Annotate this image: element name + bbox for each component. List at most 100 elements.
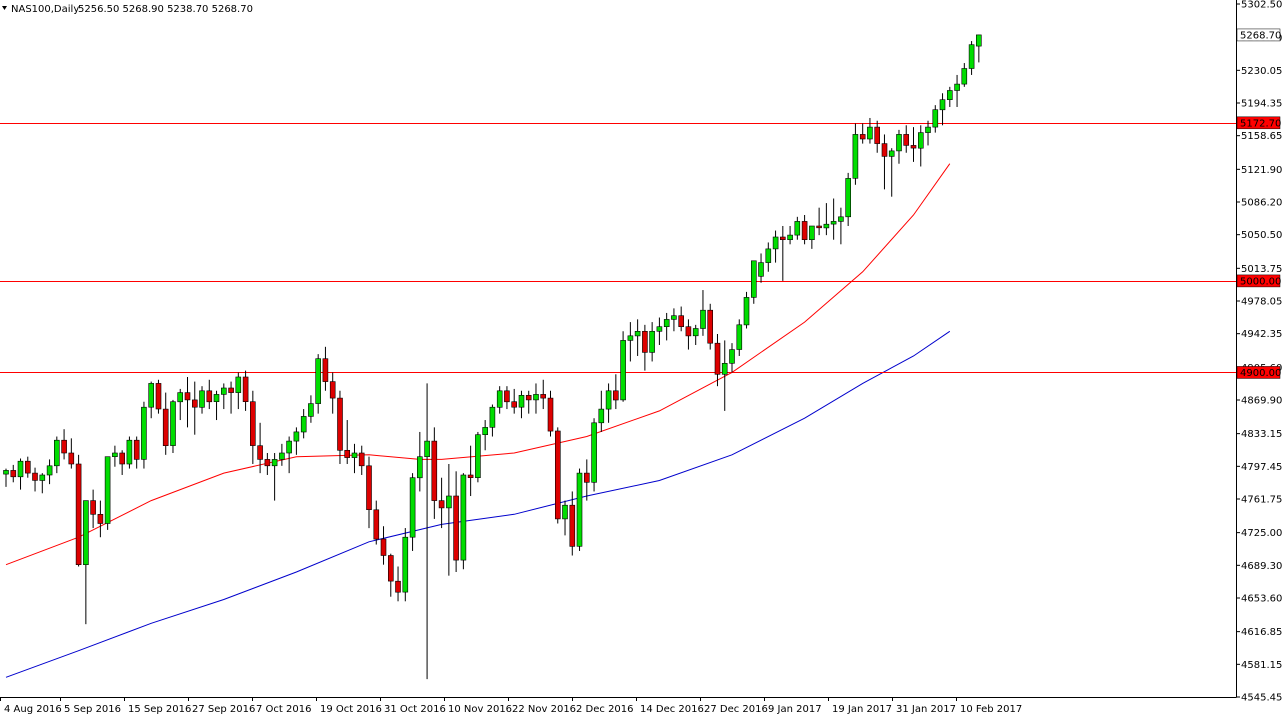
candle[interactable] — [525, 390, 532, 414]
candle[interactable] — [867, 117, 873, 144]
candle[interactable] — [90, 489, 96, 529]
candle[interactable] — [714, 334, 721, 387]
candle[interactable] — [32, 467, 38, 492]
candle[interactable] — [329, 372, 336, 414]
candle[interactable] — [3, 468, 9, 487]
candle[interactable] — [177, 388, 183, 421]
candle[interactable] — [765, 242, 772, 272]
candle[interactable] — [932, 105, 939, 133]
candle[interactable] — [794, 216, 801, 240]
candle[interactable] — [271, 453, 278, 501]
candle[interactable] — [453, 471, 459, 573]
candle[interactable] — [779, 225, 786, 281]
candle[interactable] — [576, 468, 583, 551]
candle[interactable] — [809, 225, 815, 249]
candle[interactable] — [627, 322, 634, 362]
candle[interactable] — [366, 456, 372, 529]
candle[interactable] — [242, 370, 249, 411]
candle[interactable] — [402, 528, 409, 602]
candle[interactable] — [300, 409, 307, 439]
candle[interactable] — [344, 420, 351, 464]
candle[interactable] — [707, 303, 714, 350]
candle[interactable] — [511, 388, 518, 414]
candle[interactable] — [104, 456, 111, 530]
candle[interactable] — [685, 319, 692, 350]
candle[interactable] — [337, 390, 343, 464]
candle[interactable] — [721, 340, 728, 411]
candle[interactable] — [939, 93, 946, 126]
candle[interactable] — [380, 526, 387, 565]
candle[interactable] — [308, 395, 314, 423]
candle[interactable] — [264, 453, 271, 475]
candle[interactable] — [823, 203, 830, 236]
candle[interactable] — [141, 401, 147, 469]
candle[interactable] — [547, 390, 554, 437]
candle[interactable] — [293, 427, 300, 455]
candle[interactable] — [736, 319, 743, 356]
candle[interactable] — [750, 260, 757, 304]
candle[interactable] — [53, 436, 60, 474]
candle[interactable] — [83, 500, 89, 625]
candle[interactable] — [888, 148, 895, 197]
candle[interactable] — [663, 312, 670, 341]
candle[interactable] — [119, 450, 125, 475]
candle[interactable] — [975, 34, 982, 63]
candle[interactable] — [213, 390, 220, 421]
candle[interactable] — [482, 420, 489, 451]
candle[interactable] — [279, 443, 285, 466]
candle[interactable] — [17, 458, 24, 490]
price-axis[interactable]: 5302.505266.105230.055194.355158.655121.… — [1236, 0, 1282, 704]
candle[interactable] — [373, 500, 380, 545]
candle[interactable] — [591, 418, 597, 492]
candle[interactable] — [678, 306, 685, 332]
candle[interactable] — [395, 566, 401, 602]
candle[interactable] — [569, 491, 576, 556]
candle[interactable] — [859, 123, 866, 144]
candle[interactable] — [10, 464, 17, 483]
candle[interactable] — [206, 379, 213, 410]
candle[interactable] — [925, 120, 931, 146]
candle[interactable] — [387, 553, 394, 597]
candle[interactable] — [700, 290, 706, 336]
candle[interactable] — [917, 125, 924, 167]
candle[interactable] — [692, 324, 699, 345]
candle[interactable] — [97, 500, 104, 538]
candle[interactable] — [896, 129, 902, 164]
candlesticks[interactable] — [3, 34, 982, 680]
candle[interactable] — [518, 390, 525, 419]
candle[interactable] — [475, 431, 481, 483]
candle[interactable] — [322, 346, 329, 391]
candle[interactable] — [605, 383, 612, 423]
candle[interactable] — [758, 253, 764, 283]
candle[interactable] — [504, 386, 510, 410]
candle[interactable] — [656, 317, 663, 345]
candle[interactable] — [903, 125, 910, 153]
candle[interactable] — [438, 477, 445, 529]
candle[interactable] — [68, 438, 75, 469]
candle[interactable] — [801, 214, 808, 245]
candle[interactable] — [830, 198, 837, 240]
candle[interactable] — [315, 354, 322, 414]
candle[interactable] — [228, 381, 234, 414]
candle[interactable] — [598, 390, 605, 432]
candle[interactable] — [61, 429, 67, 460]
candle[interactable] — [46, 459, 53, 485]
candle[interactable] — [148, 381, 154, 419]
candle[interactable] — [24, 456, 31, 478]
candle[interactable] — [496, 386, 503, 414]
candle[interactable] — [155, 379, 162, 414]
candle[interactable] — [75, 454, 82, 567]
candle[interactable] — [634, 319, 641, 356]
candle[interactable] — [133, 436, 140, 469]
candle[interactable] — [431, 427, 438, 519]
candle[interactable] — [649, 322, 655, 362]
candle[interactable] — [961, 63, 968, 87]
candle[interactable] — [852, 123, 859, 185]
candle[interactable] — [533, 383, 539, 414]
candle[interactable] — [162, 392, 169, 455]
candle[interactable] — [446, 463, 452, 576]
candle[interactable] — [562, 500, 568, 536]
candle[interactable] — [845, 172, 852, 226]
candle[interactable] — [170, 399, 176, 454]
candle[interactable] — [460, 473, 467, 570]
